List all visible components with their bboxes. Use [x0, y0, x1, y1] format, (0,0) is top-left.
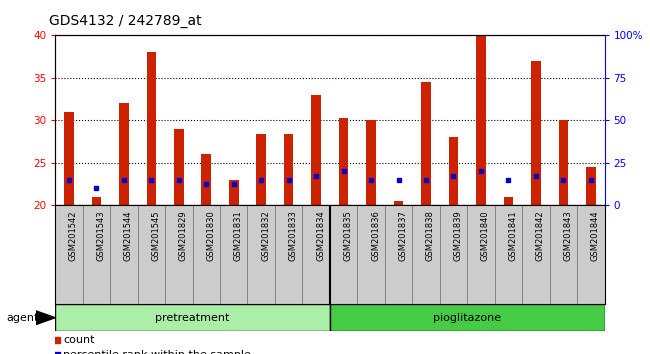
Text: GSM201842: GSM201842: [536, 210, 545, 261]
Bar: [558, 120, 568, 205]
Text: GSM201836: GSM201836: [371, 210, 380, 261]
Bar: [92, 197, 101, 205]
Bar: [476, 35, 486, 205]
Text: GDS4132 / 242789_at: GDS4132 / 242789_at: [49, 14, 202, 28]
Bar: [146, 52, 156, 205]
Text: GSM201542: GSM201542: [69, 210, 78, 261]
Bar: [229, 180, 239, 205]
Text: GSM201832: GSM201832: [261, 210, 270, 261]
Bar: [586, 167, 595, 205]
Polygon shape: [36, 311, 55, 325]
Text: GSM201544: GSM201544: [124, 210, 133, 261]
Text: GSM201833: GSM201833: [289, 210, 298, 261]
Text: count: count: [64, 335, 95, 345]
Bar: [394, 201, 404, 205]
Bar: [256, 134, 266, 205]
Bar: [531, 61, 541, 205]
Text: GSM201843: GSM201843: [564, 210, 572, 261]
Bar: [311, 95, 321, 205]
Text: agent: agent: [6, 313, 39, 323]
Text: GSM201543: GSM201543: [96, 210, 105, 261]
Text: GSM201837: GSM201837: [398, 210, 408, 261]
Bar: [174, 129, 184, 205]
Bar: [421, 82, 431, 205]
Text: GSM201545: GSM201545: [151, 210, 161, 261]
Text: GSM201829: GSM201829: [179, 210, 188, 261]
Text: GSM201831: GSM201831: [234, 210, 242, 261]
Text: GSM201839: GSM201839: [454, 210, 462, 261]
Bar: [366, 120, 376, 205]
Text: GSM201835: GSM201835: [344, 210, 352, 261]
FancyBboxPatch shape: [55, 304, 330, 331]
Text: percentile rank within the sample: percentile rank within the sample: [64, 350, 252, 354]
Text: pioglitazone: pioglitazone: [433, 313, 501, 323]
Bar: [64, 112, 74, 205]
Text: GSM201841: GSM201841: [508, 210, 517, 261]
Text: GSM201844: GSM201844: [591, 210, 600, 261]
Text: GSM201834: GSM201834: [316, 210, 325, 261]
Bar: [448, 137, 458, 205]
Text: GSM201840: GSM201840: [481, 210, 490, 261]
Text: GSM201830: GSM201830: [206, 210, 215, 261]
Text: pretreatment: pretreatment: [155, 313, 229, 323]
Bar: [202, 154, 211, 205]
Bar: [504, 197, 514, 205]
Bar: [284, 134, 294, 205]
FancyBboxPatch shape: [330, 304, 604, 331]
Bar: [119, 103, 129, 205]
Text: GSM201838: GSM201838: [426, 210, 435, 261]
Bar: [339, 118, 348, 205]
